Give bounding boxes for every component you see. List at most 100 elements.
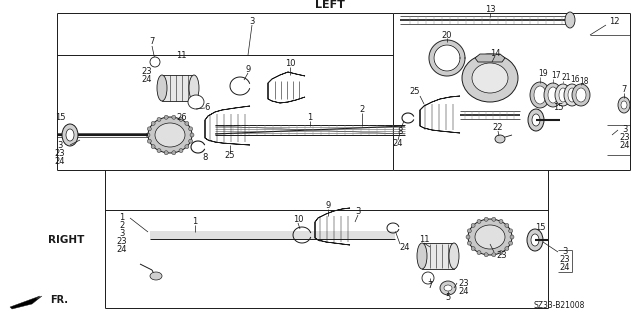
- Text: 24: 24: [459, 286, 469, 295]
- Ellipse shape: [472, 63, 508, 93]
- Ellipse shape: [467, 229, 471, 233]
- Text: 9: 9: [245, 65, 251, 75]
- Polygon shape: [434, 45, 460, 71]
- Text: 24: 24: [393, 138, 403, 147]
- Text: 18: 18: [579, 78, 589, 86]
- Text: 16: 16: [570, 76, 580, 85]
- Ellipse shape: [66, 129, 74, 141]
- Ellipse shape: [440, 281, 456, 295]
- Ellipse shape: [528, 109, 544, 131]
- Text: 2: 2: [120, 221, 125, 231]
- Ellipse shape: [618, 97, 630, 113]
- Ellipse shape: [151, 145, 155, 149]
- Text: 23: 23: [620, 133, 630, 143]
- Ellipse shape: [157, 149, 161, 152]
- Ellipse shape: [188, 95, 204, 109]
- Text: 24: 24: [116, 246, 127, 255]
- Text: 25: 25: [410, 87, 420, 97]
- Ellipse shape: [150, 57, 160, 67]
- Ellipse shape: [417, 243, 427, 269]
- Ellipse shape: [462, 54, 518, 102]
- Ellipse shape: [164, 115, 168, 119]
- Text: 23: 23: [560, 256, 570, 264]
- Ellipse shape: [572, 84, 590, 106]
- Text: 3: 3: [622, 125, 628, 135]
- Ellipse shape: [492, 253, 496, 257]
- Text: FR.: FR.: [50, 295, 68, 305]
- Ellipse shape: [62, 124, 78, 146]
- Text: 1: 1: [307, 114, 312, 122]
- Text: LEFT: LEFT: [315, 0, 345, 10]
- Ellipse shape: [568, 88, 576, 102]
- Text: 11: 11: [176, 50, 186, 60]
- Ellipse shape: [534, 86, 546, 104]
- Text: 24: 24: [55, 157, 65, 166]
- Ellipse shape: [484, 253, 488, 257]
- Text: 1: 1: [193, 218, 198, 226]
- Ellipse shape: [471, 247, 475, 250]
- Ellipse shape: [505, 247, 509, 250]
- Ellipse shape: [544, 83, 562, 107]
- Text: 7: 7: [428, 280, 433, 290]
- Ellipse shape: [576, 88, 586, 102]
- Ellipse shape: [151, 122, 155, 125]
- Polygon shape: [205, 106, 250, 145]
- Ellipse shape: [484, 217, 488, 221]
- Text: 12: 12: [609, 18, 620, 26]
- Text: 3: 3: [355, 207, 361, 217]
- Text: 10: 10: [292, 216, 303, 225]
- Text: 23: 23: [497, 250, 508, 259]
- Ellipse shape: [530, 82, 550, 108]
- Ellipse shape: [505, 223, 509, 227]
- Ellipse shape: [185, 145, 189, 149]
- Polygon shape: [475, 54, 505, 62]
- Ellipse shape: [189, 139, 193, 143]
- Polygon shape: [10, 296, 42, 309]
- Ellipse shape: [531, 234, 539, 246]
- Ellipse shape: [157, 117, 161, 122]
- Ellipse shape: [155, 123, 185, 147]
- Ellipse shape: [477, 251, 481, 255]
- Text: 3: 3: [58, 140, 63, 150]
- Ellipse shape: [621, 101, 627, 109]
- Text: 26: 26: [177, 114, 188, 122]
- Text: 2: 2: [360, 106, 365, 115]
- Ellipse shape: [471, 223, 475, 227]
- Ellipse shape: [466, 235, 470, 239]
- Text: 15: 15: [535, 224, 545, 233]
- Ellipse shape: [468, 219, 512, 255]
- Text: 23: 23: [54, 149, 65, 158]
- Ellipse shape: [147, 139, 151, 143]
- Text: 15: 15: [553, 102, 563, 112]
- Text: 7: 7: [621, 85, 627, 94]
- Polygon shape: [315, 208, 350, 245]
- Text: 24: 24: [400, 242, 410, 251]
- Ellipse shape: [148, 117, 192, 153]
- Ellipse shape: [189, 127, 193, 131]
- Ellipse shape: [475, 225, 505, 249]
- Ellipse shape: [164, 151, 168, 155]
- Ellipse shape: [467, 241, 471, 245]
- Bar: [422, 243, 454, 269]
- Ellipse shape: [146, 133, 150, 137]
- Ellipse shape: [492, 217, 496, 221]
- Text: 1: 1: [120, 213, 125, 222]
- Text: 24: 24: [620, 142, 630, 151]
- Ellipse shape: [509, 229, 513, 233]
- Text: 23: 23: [141, 68, 152, 77]
- Polygon shape: [429, 40, 465, 76]
- Ellipse shape: [555, 84, 571, 106]
- Text: 8: 8: [202, 152, 208, 161]
- Ellipse shape: [147, 127, 151, 131]
- Ellipse shape: [564, 84, 580, 106]
- Text: 21: 21: [561, 73, 571, 83]
- Ellipse shape: [559, 88, 567, 102]
- Ellipse shape: [172, 151, 176, 155]
- Text: 10: 10: [285, 58, 295, 68]
- Ellipse shape: [172, 115, 176, 119]
- Ellipse shape: [189, 75, 199, 101]
- Text: 17: 17: [551, 71, 561, 80]
- Text: 14: 14: [490, 48, 500, 57]
- Ellipse shape: [444, 285, 452, 291]
- Text: 8: 8: [397, 128, 403, 137]
